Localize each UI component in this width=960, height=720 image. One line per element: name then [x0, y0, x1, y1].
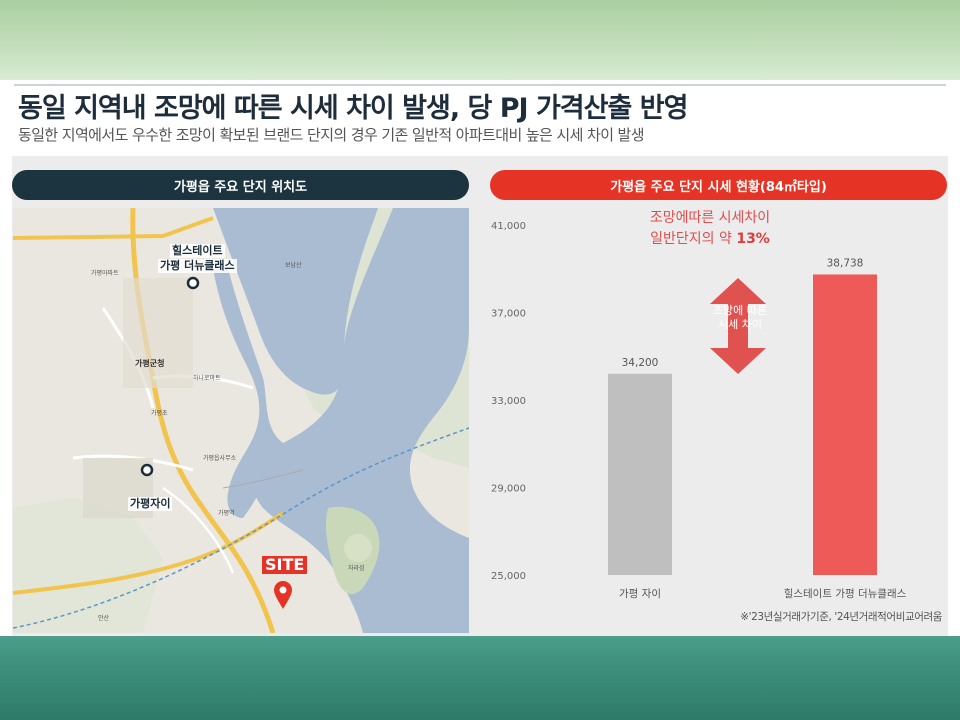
y-axis: 25,000 29,000 33,000 37,000 41,000 — [491, 221, 526, 582]
y-tick-label: 37,000 — [491, 309, 526, 320]
map-marker-xi-icon — [140, 463, 154, 477]
title-divider — [14, 84, 946, 86]
arrow-annotation: 조망에 따른 시세 차이 — [700, 304, 780, 332]
map-label-4: 보납산 — [285, 262, 302, 269]
footer-background — [0, 636, 960, 720]
chart-annotation-line2-prefix: 일반단지의 약 — [650, 231, 737, 247]
category-label: 힐스테이트 가평 더뉴클래스 — [784, 587, 907, 600]
map-label-6: 가평읍사무소 — [203, 455, 237, 462]
chart-annotation: 조망에따른 시세차이 일반단지의 약 13% — [620, 208, 800, 250]
page-title: 동일 지역내 조망에 따른 시세 차이 발생, 당 PJ 가격산출 반영 — [18, 93, 688, 124]
map-label-8: 안산 — [98, 615, 110, 622]
bar-1 — [608, 373, 672, 575]
map-panel-heading: 가평읍 주요 단지 위치도 — [12, 170, 469, 200]
title-band — [0, 80, 960, 152]
map-label-3: 자라섬 — [348, 565, 365, 572]
y-tick-label: 33,000 — [491, 396, 526, 407]
category-label: 가평 자이 — [619, 588, 661, 600]
map-callout-hillstate-line1: 힐스테이트 — [170, 244, 225, 258]
map-label-2: 가평역 — [218, 510, 235, 517]
price-chart-panel: 25,000 29,000 33,000 37,000 41,000 34,200 가평 … — [490, 208, 947, 633]
map-graphic — [13, 208, 469, 633]
map-callout-site: SITE — [262, 556, 308, 574]
map-label-7: 가평초 — [151, 410, 168, 417]
y-tick-label: 41,000 — [491, 221, 526, 232]
header-background — [0, 0, 960, 80]
map-label-1: 가평아파트 — [91, 270, 119, 277]
y-tick-label: 25,000 — [491, 571, 526, 582]
bar-value-label: 34,200 — [622, 357, 659, 369]
location-map: 가평군청 가평아파트 가평역 자라섬 보납산 하나로마트 가평읍사무소 가평초 … — [13, 208, 469, 633]
chart-footnote: ※'23년실거래가기준, '24년거래적어비교어려움 — [740, 611, 942, 623]
arrow-annotation-line1: 조망에 따른 — [712, 304, 768, 317]
price-gap-arrow — [710, 278, 766, 374]
chart-annotation-line1: 조망에따른 시세차이 — [649, 210, 771, 226]
arrow-annotation-line2: 시세 차이 — [718, 318, 762, 331]
map-callout-xi: 가평자이 — [128, 497, 173, 511]
bar-2 — [813, 274, 877, 575]
site-pin-icon — [274, 581, 292, 609]
map-marker-hillstate-icon — [186, 276, 200, 290]
chart-annotation-percent: 13% — [736, 231, 770, 247]
y-tick-label: 29,000 — [491, 484, 526, 495]
price-gap-arrow-icon — [710, 278, 766, 374]
chart-panel-heading: 가평읍 주요 단지 시세 현황(84㎡타입) — [490, 170, 947, 200]
page-subtitle: 동일한 지역에서도 우수한 조망이 확보된 브랜드 단지의 경우 기존 일반적 … — [18, 126, 645, 144]
map-label-county-office: 가평군청 — [135, 359, 165, 368]
map-callout-hillstate-line2: 가평 더뉴클래스 — [158, 259, 237, 273]
bar-value-label: 38,738 — [827, 257, 864, 269]
price-chart: 25,000 29,000 33,000 37,000 41,000 34,200 가평 … — [491, 221, 907, 600]
bar-series: 34,200 가평 자이 38,738 힐스테이트 가평 더뉴클래스 — [608, 257, 907, 600]
map-label-5: 하나로마트 — [193, 375, 221, 382]
